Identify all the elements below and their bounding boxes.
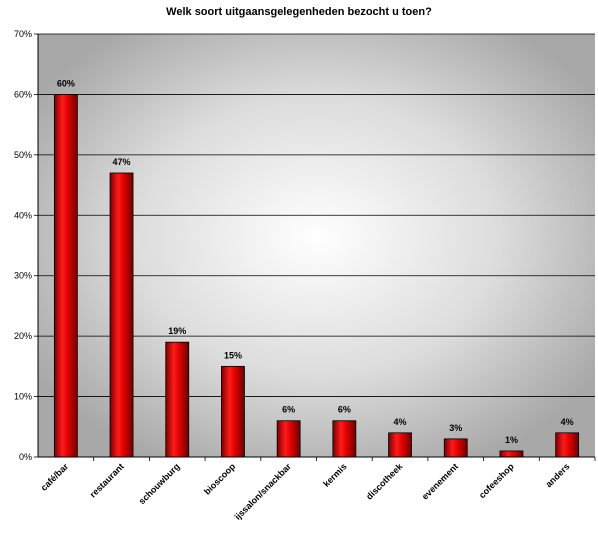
y-tick-label: 40% — [14, 210, 32, 220]
data-label: 19% — [168, 326, 186, 336]
x-tick-label: anders — [544, 461, 572, 489]
bars: 60% 47% 19% 15% 6% 6% 4% 3% 1% 4% — [53, 78, 580, 458]
x-tick-label: bioscoop — [202, 461, 238, 497]
data-label: 4% — [561, 417, 574, 427]
bar — [109, 172, 134, 458]
y-tick-label: 0% — [19, 452, 32, 462]
x-tick-label: ijssalon/snackbar — [233, 461, 294, 522]
bar — [165, 341, 190, 458]
x-tick-label: restaurant — [88, 461, 126, 499]
chart-title: Welk soort uitgaansgelegenheden bezocht … — [166, 6, 432, 18]
y-tick-label: 30% — [14, 271, 32, 281]
x-tick-label: kermis — [321, 461, 349, 489]
x-tick-label: cofeeshop — [477, 461, 516, 500]
x-tick-label: café/bar — [39, 461, 71, 493]
y-axis: 0% 10% 20% 30% 40% 50% 60% 70% — [14, 29, 39, 462]
gridlines — [38, 33, 595, 397]
data-label: 6% — [338, 405, 351, 415]
bar — [443, 438, 468, 458]
x-tick-label: discotheek — [364, 461, 405, 502]
bar — [388, 432, 412, 458]
data-label: 1% — [505, 435, 518, 445]
y-tick-label: 10% — [14, 392, 32, 402]
data-label: 3% — [449, 423, 462, 433]
x-tick-label: evenement — [420, 461, 460, 501]
data-label: 60% — [57, 78, 75, 88]
y-tick-label: 50% — [14, 150, 32, 160]
data-label: 4% — [394, 417, 407, 427]
data-label: 47% — [113, 157, 131, 167]
y-tick-label: 70% — [14, 29, 32, 39]
x-tick-label: schouwburg — [137, 461, 182, 506]
bar — [332, 420, 357, 458]
data-label: 15% — [224, 350, 242, 360]
bar — [53, 94, 78, 458]
bar — [499, 450, 524, 458]
x-axis: café/bar restaurant schouwburg bioscoopijss… — [38, 456, 596, 522]
y-tick-label: 20% — [14, 331, 32, 341]
y-tick-label: 60% — [14, 89, 32, 99]
data-label: 6% — [282, 405, 295, 415]
bar — [276, 420, 301, 458]
bar — [221, 365, 245, 458]
bar — [555, 432, 580, 458]
